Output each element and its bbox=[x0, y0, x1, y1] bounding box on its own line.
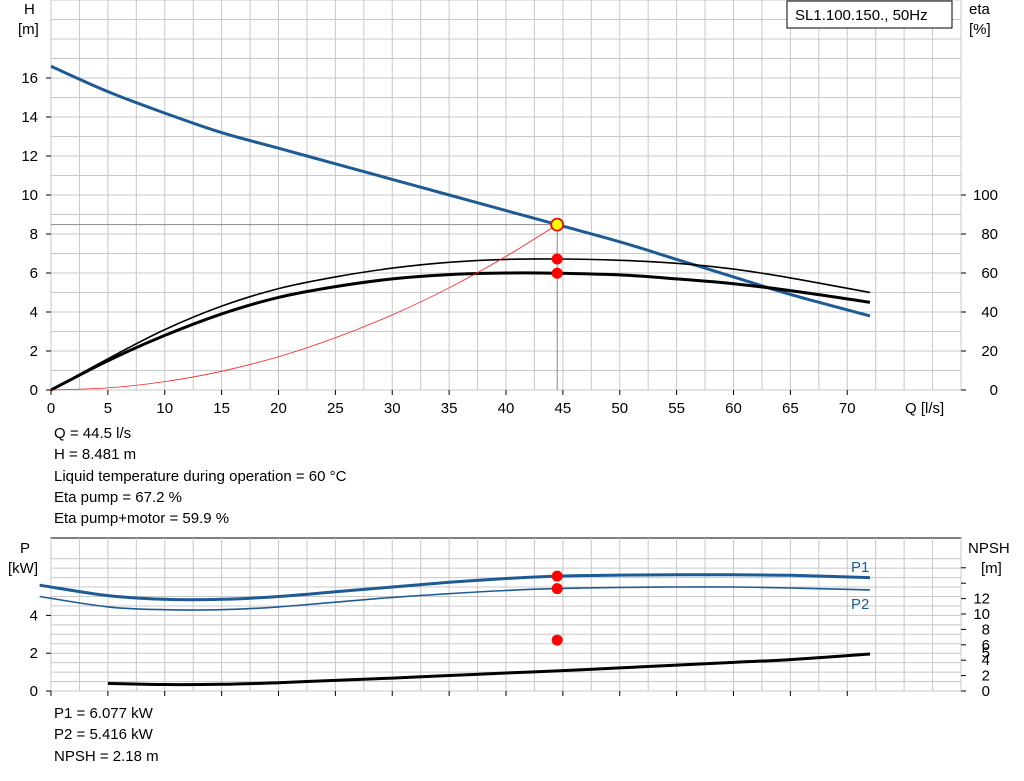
y2-tick-label: 20 bbox=[981, 343, 998, 360]
p2-point bbox=[551, 583, 563, 595]
x-tick-label: 65 bbox=[782, 400, 799, 417]
info-p2: P2 = 5.416 kW bbox=[54, 726, 153, 744]
operating-point-info: Q = 44.5 l/s H = 8.481 m Liquid temperat… bbox=[54, 423, 346, 529]
eta-total-point bbox=[551, 267, 563, 279]
x-tick-label: 55 bbox=[668, 400, 685, 417]
p2-curve bbox=[39, 586, 871, 611]
legend-p1: P1 bbox=[851, 559, 869, 576]
npsh-tick-label: 0 bbox=[982, 683, 990, 700]
y2-tick-label: 80 bbox=[981, 226, 998, 243]
p-axis-label-2: [kW] bbox=[8, 560, 38, 577]
npsh-tick-label: 4 bbox=[982, 652, 990, 669]
info-h: H = 8.481 m bbox=[54, 446, 137, 464]
system-curve bbox=[50, 224, 558, 391]
x-tick-label: 25 bbox=[327, 400, 344, 417]
top-grid bbox=[50, 0, 962, 391]
p1-curve bbox=[39, 573, 871, 602]
npsh-curve bbox=[107, 652, 871, 687]
top-series bbox=[50, 64, 871, 392]
y2-axis-label-top-2: [%] bbox=[969, 21, 991, 38]
npsh-axis-label-1: NPSH bbox=[968, 540, 1010, 557]
x-tick-label: 70 bbox=[839, 400, 856, 417]
head-curve bbox=[50, 64, 871, 318]
top-chart: 0 5 10 15 20 25 30 35 40 45 50 55 60 65 70 0 2 4 6 8 10 12 14 1… bbox=[18, 0, 998, 417]
info-eta-total: Eta pump+motor = 59.9 % bbox=[54, 510, 230, 528]
p-tick-label: 0 bbox=[30, 683, 38, 700]
eta-total-curve bbox=[50, 271, 871, 392]
y-tick-label: 2 bbox=[30, 343, 38, 360]
y-tick-label: 16 bbox=[21, 70, 38, 87]
power-info: P1 = 6.077 kW P2 = 5.416 kW NPSH = 2.18 … bbox=[54, 703, 159, 767]
y-axis-label-top-2: [m] bbox=[18, 21, 39, 38]
info-p1: P1 = 6.077 kW bbox=[54, 705, 153, 722]
x-tick-label: 50 bbox=[611, 400, 628, 417]
x-tick-label: 10 bbox=[156, 400, 173, 417]
x-tick-label: 40 bbox=[498, 400, 515, 417]
p1-point bbox=[551, 570, 563, 582]
npsh-tick-label: 5 bbox=[982, 645, 990, 662]
y2-axis-label-top-1: eta bbox=[969, 1, 991, 18]
p-tick-label: 2 bbox=[30, 645, 38, 662]
eta-pump-point bbox=[551, 253, 563, 265]
npsh-axis-label-2: [m] bbox=[981, 560, 1002, 577]
bottom-grid bbox=[50, 538, 962, 692]
y-tick-label: 4 bbox=[30, 304, 38, 321]
info-eta-pump: Eta pump = 67.2 % bbox=[54, 488, 182, 506]
x-axis-label: Q [l/s] bbox=[905, 400, 944, 417]
npsh-tick-label: 12 bbox=[973, 591, 990, 608]
duty-point bbox=[550, 217, 565, 232]
bottom-markers bbox=[551, 570, 563, 646]
y-tick-label: 10 bbox=[21, 187, 38, 204]
y2-tick-label: 60 bbox=[981, 265, 998, 282]
legend-p2: P2 bbox=[851, 596, 869, 613]
y2-tick-label: 40 bbox=[981, 304, 998, 321]
y-axis-label-top-1: H bbox=[24, 1, 35, 18]
top-markers bbox=[550, 217, 565, 279]
x-tick-label: 0 bbox=[47, 400, 55, 417]
y2-tick-label: 0 bbox=[990, 382, 998, 399]
y-tick-label: 0 bbox=[30, 382, 38, 399]
npsh-tick-label: 6 bbox=[982, 637, 990, 654]
y2-tick-label: 100 bbox=[973, 187, 998, 204]
npsh-tick-label: 10 bbox=[973, 606, 990, 623]
y-tick-label: 8 bbox=[30, 226, 38, 243]
top-axes: 0 5 10 15 20 25 30 35 40 45 50 55 60 65 70 0 2 4 6 8 10 12 14 1… bbox=[21, 70, 998, 417]
x-tick-label: 20 bbox=[270, 400, 287, 417]
title-box: SL1.100.150., 50Hz bbox=[786, 0, 953, 29]
eta-pump-curve bbox=[50, 258, 871, 391]
y-tick-label: 12 bbox=[21, 148, 38, 165]
info-temperature: Liquid temperature during operation = 60… bbox=[54, 467, 347, 485]
npsh-tick-label: 2 bbox=[982, 668, 990, 685]
p-axis-label-1: P bbox=[20, 540, 30, 557]
y-tick-label: 14 bbox=[21, 109, 38, 126]
x-tick-label: 5 bbox=[104, 400, 112, 417]
npsh-tick-label: 8 bbox=[982, 621, 990, 638]
x-tick-label: 45 bbox=[555, 400, 572, 417]
x-tick-label: 60 bbox=[725, 400, 742, 417]
info-npsh: NPSH = 2.18 m bbox=[54, 747, 159, 765]
npsh-point bbox=[551, 634, 563, 646]
y-tick-label: 6 bbox=[30, 265, 38, 282]
p-tick-label: 4 bbox=[30, 607, 38, 624]
bottom-series bbox=[39, 573, 871, 687]
chart-title: SL1.100.150., 50Hz bbox=[795, 7, 928, 24]
info-q: Q = 44.5 l/s bbox=[54, 425, 132, 442]
x-tick-label: 15 bbox=[213, 400, 230, 417]
x-tick-label: 30 bbox=[384, 400, 401, 417]
x-tick-label: 35 bbox=[441, 400, 458, 417]
